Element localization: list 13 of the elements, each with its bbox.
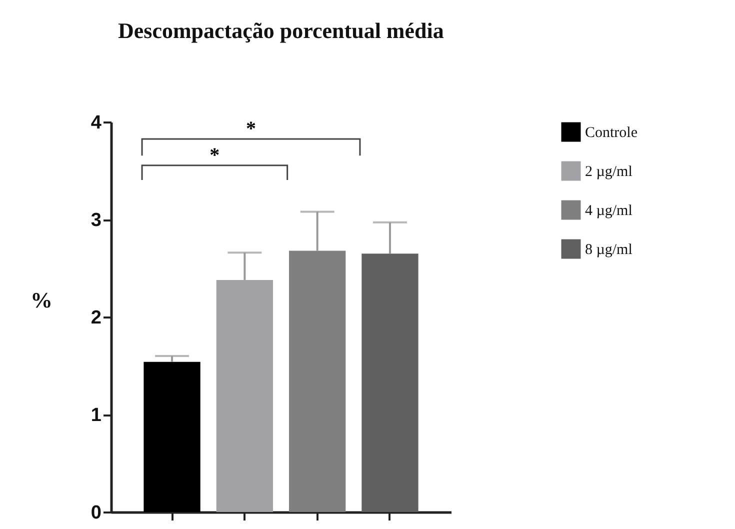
legend-label: 8 µg/ml (585, 242, 632, 258)
annotation: * (246, 118, 256, 140)
chart-title: Descompactação porcentual média (118, 18, 444, 43)
y-tick-label: 0 (90, 502, 102, 524)
legend-label: 2 µg/ml (585, 164, 632, 180)
y-tick-label: 1 (90, 405, 102, 426)
y-tick-label: 4 (90, 112, 102, 134)
annotation: * (210, 144, 220, 166)
y-tick-label: 3 (90, 210, 102, 231)
y-axis-title: % (30, 288, 52, 312)
legend-label: Controle (585, 125, 638, 141)
y-tick-label: 2 (90, 308, 102, 328)
legend-label: 4 µg/ml (585, 203, 632, 219)
